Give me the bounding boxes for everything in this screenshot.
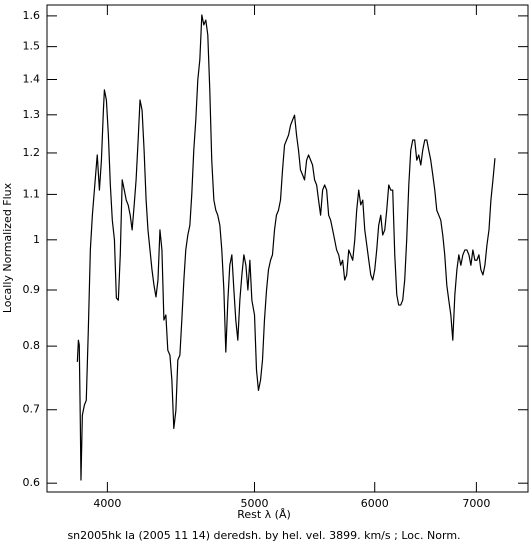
- y-tick-label: 1.1: [23, 187, 41, 200]
- y-tick-label: 1: [33, 233, 40, 246]
- chart-caption: sn2005hk Ia (2005 11 14) deredsh. by hel…: [67, 529, 460, 542]
- y-tick-label: 1.3: [23, 108, 41, 121]
- x-tick-label: 6000: [361, 497, 389, 510]
- y-tick-label: 0.7: [23, 403, 41, 416]
- y-axis-label: Locally Normalized Flux: [1, 182, 14, 313]
- y-tick-label: 1.4: [23, 73, 41, 86]
- x-tick-label: 7000: [462, 497, 490, 510]
- plot-frame: [46, 4, 529, 493]
- y-tick-label: 0.6: [23, 476, 41, 489]
- y-tick-label: 0.8: [23, 339, 41, 352]
- x-tick-label: 5000: [241, 497, 269, 510]
- x-tick-label: 4000: [93, 497, 121, 510]
- y-tick-label: 1.2: [23, 146, 41, 159]
- y-tick-label: 1.5: [23, 40, 41, 53]
- x-axis-label: Rest λ (Å): [237, 508, 291, 521]
- spectrum-line: [76, 14, 496, 481]
- y-tick-label: 0.9: [23, 283, 41, 296]
- y-tick-label: 1.6: [23, 9, 41, 22]
